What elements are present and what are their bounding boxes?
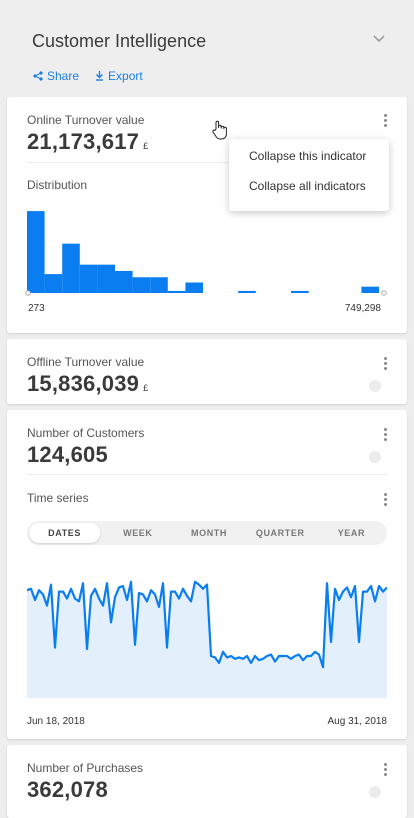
histogram-bar	[291, 290, 309, 293]
page-header: Customer Intelligence Share Export	[0, 0, 414, 96]
divider	[27, 474, 387, 475]
distribution-histogram	[25, 211, 387, 296]
timeseries-end-date: Aug 31, 2018	[327, 716, 388, 727]
more-options-icon[interactable]	[384, 357, 387, 372]
timeseries-line	[27, 580, 387, 669]
timeseries-options-icon[interactable]	[384, 493, 387, 508]
histogram-bar	[115, 270, 133, 293]
distribution-label: Distribution	[27, 178, 88, 192]
export-button[interactable]: Export	[95, 69, 143, 83]
menu-item-collapse-all[interactable]: Collapse all indicators	[249, 179, 366, 193]
offline-turnover-label: Offline Turnover value	[27, 355, 145, 369]
tab-quarter[interactable]: QUARTER	[255, 528, 305, 538]
tab-year[interactable]: YEAR	[337, 528, 366, 538]
histogram-bar	[132, 277, 151, 293]
tab-week[interactable]: WEEK	[123, 528, 153, 538]
tab-dates[interactable]: DATES	[29, 523, 101, 543]
online-turnover-label: Online Turnover value	[27, 113, 145, 127]
online-turnover-value: 21,173,617 £	[27, 129, 149, 154]
customers-card: Number of Customers 124,605 Time series …	[7, 410, 407, 739]
histogram-bar	[97, 264, 115, 293]
histogram-bar	[167, 290, 186, 293]
purchases-label: Number of Purchases	[27, 761, 144, 775]
offline-turnover-card: Offline Turnover value 15,836,039 £	[7, 339, 407, 404]
histogram-bar	[150, 277, 168, 293]
tab-month[interactable]: MONTH	[191, 528, 227, 538]
range-handle-min	[25, 290, 31, 296]
offline-turnover-value: 15,836,039 £	[27, 371, 149, 396]
histogram-bar	[44, 274, 63, 293]
histogram-bar	[185, 282, 203, 293]
currency-symbol: £	[143, 141, 149, 151]
more-options-icon[interactable]	[384, 428, 387, 443]
page-title: Customer Intelligence	[32, 31, 207, 51]
loading-indicator	[369, 451, 381, 463]
histogram-bar	[361, 286, 379, 293]
loading-indicator	[369, 380, 381, 392]
share-button[interactable]: Share	[33, 69, 79, 83]
online-turnover-card: Online Turnover value 21,173,617 £ Distri…	[7, 97, 407, 333]
menu-item-collapse-this[interactable]: Collapse this indicator	[249, 149, 367, 163]
divider	[27, 162, 387, 163]
export-label: Export	[108, 69, 143, 83]
timeseries-area	[27, 581, 387, 698]
timeseries-label: Time series	[27, 491, 89, 505]
distribution-min-label: 273	[28, 303, 45, 314]
period-selector: DATES WEEK MONTH QUARTER YEAR	[27, 521, 387, 545]
timeseries-start-date: Jun 18, 2018	[27, 716, 85, 727]
more-options-icon[interactable]	[384, 763, 387, 778]
indicator-menu: Collapse this indicator Collapse all ind…	[229, 139, 389, 211]
customers-timeseries-chart	[27, 580, 387, 698]
more-options-icon[interactable]	[384, 114, 387, 129]
share-label: Share	[47, 69, 80, 83]
distribution-max-label: 749,298	[344, 303, 381, 314]
customers-value: 124,605	[27, 442, 108, 467]
purchases-card: Number of Purchases 362,078	[7, 745, 407, 818]
customers-label: Number of Customers	[27, 426, 145, 440]
histogram-bar	[62, 243, 80, 293]
chevron-down-icon[interactable]	[372, 34, 386, 44]
currency-symbol: £	[143, 383, 149, 393]
hand-cursor-icon	[212, 120, 227, 140]
share-icon	[33, 71, 43, 81]
range-handle-max	[381, 290, 387, 296]
download-icon	[96, 71, 104, 81]
histogram-bar	[27, 211, 45, 293]
histogram-bar	[238, 290, 256, 293]
histogram-bar	[79, 264, 98, 293]
loading-indicator	[369, 786, 381, 798]
purchases-value: 362,078	[27, 777, 108, 802]
